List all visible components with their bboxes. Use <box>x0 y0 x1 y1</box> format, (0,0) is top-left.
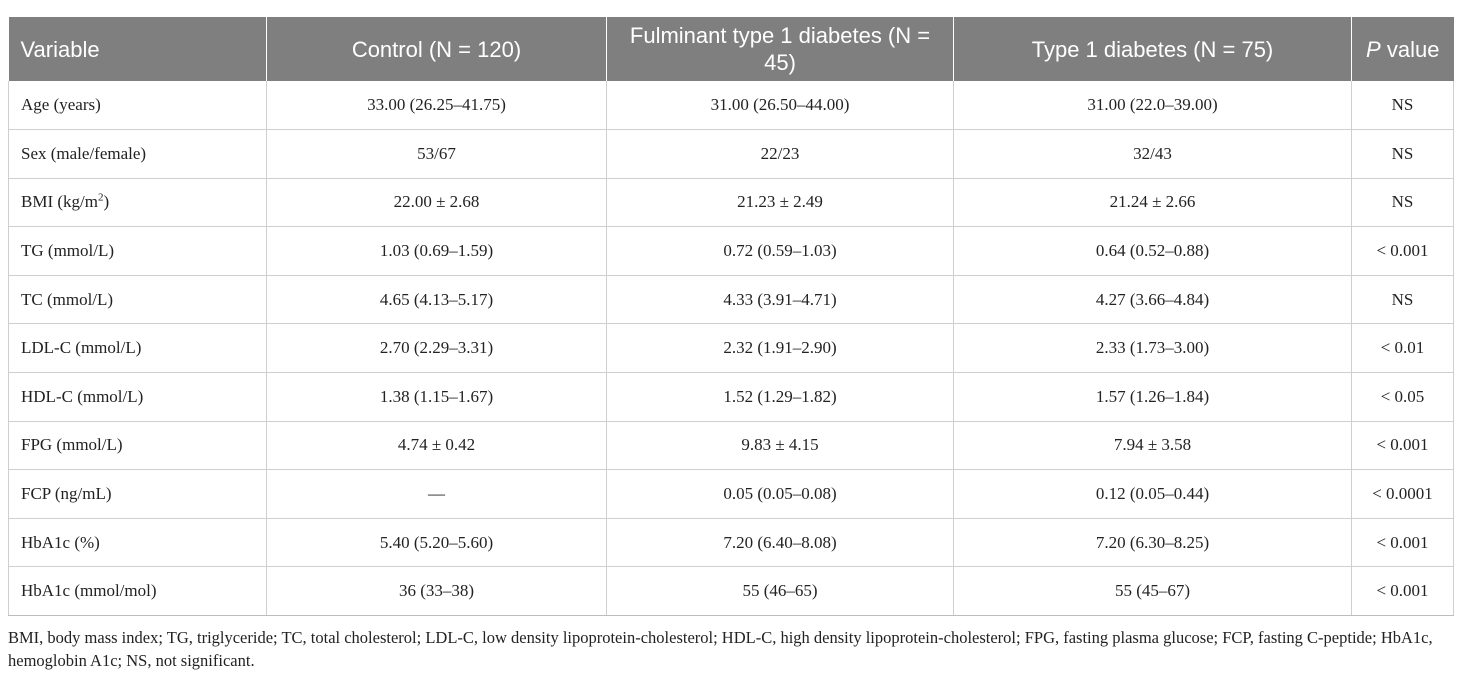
cell-p-value: < 0.001 <box>1351 566 1454 617</box>
table-row: LDL-C (mmol/L) 2.70 (2.29–3.31) 2.32 (1.91… <box>8 323 1454 374</box>
cell-control: 1.03 (0.69–1.59) <box>266 226 607 276</box>
cell-fulminant: 7.20 (6.40–8.08) <box>606 518 954 568</box>
cell-fulminant: 1.52 (1.29–1.82) <box>606 372 954 422</box>
superscript: 2 <box>97 191 104 204</box>
cell-variable: LDL-C (mmol/L) <box>8 323 267 374</box>
cell-type1: 4.27 (3.66–4.84) <box>953 275 1352 325</box>
cell-fulminant: 22/23 <box>606 129 954 179</box>
cell-fulminant: 4.33 (3.91–4.71) <box>606 275 954 325</box>
cell-p-value: < 0.0001 <box>1351 469 1454 519</box>
cell-p-value: < 0.001 <box>1351 226 1454 276</box>
cell-type1: 1.57 (1.26–1.84) <box>953 372 1352 422</box>
cell-variable: HDL-C (mmol/L) <box>8 372 267 422</box>
cell-p-value: < 0.001 <box>1351 421 1454 471</box>
cell-variable: TG (mmol/L) <box>8 226 267 276</box>
header-p-value: P value <box>1351 17 1454 81</box>
cell-fulminant: 0.05 (0.05–0.08) <box>606 469 954 519</box>
cell-variable: BMI (kg/m2) <box>8 178 267 228</box>
cell-type1: 32/43 <box>953 129 1352 179</box>
header-variable: Variable <box>8 17 267 81</box>
cell-control: 4.74 ± 0.42 <box>266 421 607 471</box>
table-footnote: BMI, body mass index; TG, triglyceride; … <box>8 628 1433 670</box>
table-row: HDL-C (mmol/L) 1.38 (1.15–1.67) 1.52 (1.29… <box>8 372 1454 422</box>
table-row: FPG (mmol/L) 4.74 ± 0.42 9.83 ± 4.15 7.94 ±… <box>8 421 1454 471</box>
cell-variable: HbA1c (mmol/mol) <box>8 566 267 617</box>
cell-control: 5.40 (5.20–5.60) <box>266 518 607 568</box>
cell-type1: 31.00 (22.0–39.00) <box>953 81 1352 131</box>
cell-fulminant: 21.23 ± 2.49 <box>606 178 954 228</box>
cell-control: 22.00 ± 2.68 <box>266 178 607 228</box>
table-row: Sex (male/female) 53/67 22/23 32/43 NS <box>8 129 1454 179</box>
cell-type1: 55 (45–67) <box>953 566 1352 617</box>
cell-variable: TC (mmol/L) <box>8 275 267 325</box>
cell-control: 33.00 (26.25–41.75) <box>266 81 607 131</box>
cell-p-value: < 0.001 <box>1351 518 1454 568</box>
table-row: HbA1c (%) 5.40 (5.20–5.60) 7.20 (6.40–8.08… <box>8 518 1454 568</box>
table-row: BMI (kg/m2) 22.00 ± 2.68 21.23 ± 2.49 21.24… <box>8 178 1454 228</box>
cell-control: 1.38 (1.15–1.67) <box>266 372 607 422</box>
cell-type1: 7.94 ± 3.58 <box>953 421 1352 471</box>
table-body: Age (years) 33.00 (26.25–41.75) 31.00 (26.… <box>8 81 1454 617</box>
cell-type1: 0.64 (0.52–0.88) <box>953 226 1352 276</box>
cell-variable: FPG (mmol/L) <box>8 421 267 471</box>
cell-p-value: NS <box>1351 275 1454 325</box>
cell-type1: 7.20 (6.30–8.25) <box>953 518 1352 568</box>
cell-control: 4.65 (4.13–5.17) <box>266 275 607 325</box>
cell-type1: 21.24 ± 2.66 <box>953 178 1352 228</box>
cell-control: 2.70 (2.29–3.31) <box>266 323 607 374</box>
table-row: HbA1c (mmol/mol) 36 (33–38) 55 (46–65) 55 (… <box>8 566 1454 617</box>
table-row: Age (years) 33.00 (26.25–41.75) 31.00 (26.… <box>8 81 1454 131</box>
table-header-row: Variable Control (N = 120) Fulminant typ… <box>8 17 1454 81</box>
header-type1: Type 1 diabetes (N = 75) <box>953 17 1352 81</box>
cell-p-value: NS <box>1351 178 1454 228</box>
cell-p-value: NS <box>1351 81 1454 131</box>
cell-type1: 2.33 (1.73–3.00) <box>953 323 1352 374</box>
cell-fulminant: 31.00 (26.50–44.00) <box>606 81 954 131</box>
cell-fulminant: 0.72 (0.59–1.03) <box>606 226 954 276</box>
data-table: Variable Control (N = 120) Fulminant typ… <box>8 17 1454 617</box>
cell-p-value: NS <box>1351 129 1454 179</box>
cell-variable: HbA1c (%) <box>8 518 267 568</box>
cell-control: 36 (33–38) <box>266 566 607 617</box>
cell-control: 53/67 <box>266 129 607 179</box>
cell-variable: FCP (ng/mL) <box>8 469 267 519</box>
cell-variable: Age (years) <box>8 81 267 131</box>
cell-control: — <box>266 469 607 519</box>
header-control: Control (N = 120) <box>266 17 607 81</box>
cell-fulminant: 9.83 ± 4.15 <box>606 421 954 471</box>
cell-p-value: < 0.01 <box>1351 323 1454 374</box>
cell-fulminant: 55 (46–65) <box>606 566 954 617</box>
header-fulminant: Fulminant type 1 diabetes (N = 45) <box>606 17 954 81</box>
table-row: TC (mmol/L) 4.65 (4.13–5.17) 4.33 (3.91–4.… <box>8 275 1454 325</box>
cell-p-value: < 0.05 <box>1351 372 1454 422</box>
cell-fulminant: 2.32 (1.91–2.90) <box>606 323 954 374</box>
cell-type1: 0.12 (0.05–0.44) <box>953 469 1352 519</box>
table-row: FCP (ng/mL) —0.05 (0.05–0.08) 0.12 (0.05–0… <box>8 469 1454 519</box>
cell-variable: Sex (male/female) <box>8 129 267 179</box>
table-row: TG (mmol/L) 1.03 (0.69–1.59) 0.72 (0.59–1.… <box>8 226 1454 276</box>
